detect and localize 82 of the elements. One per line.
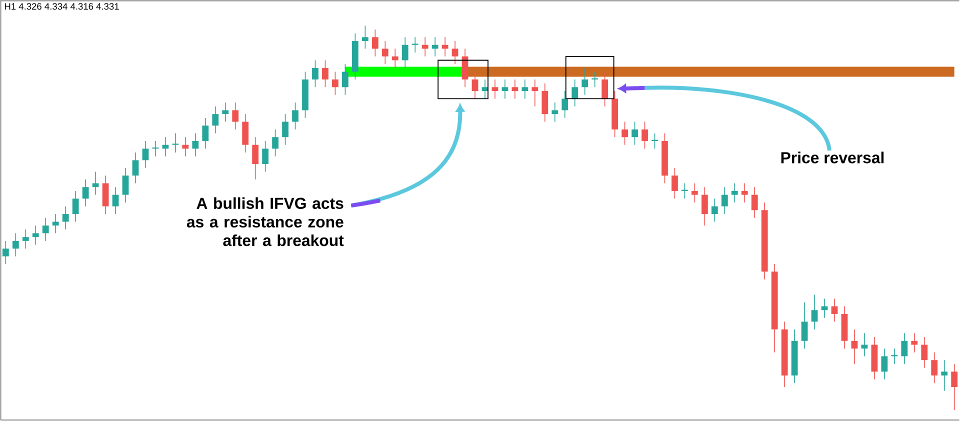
candlestick (222, 102, 229, 122)
candlestick (592, 72, 598, 88)
candlestick (312, 60, 318, 88)
candlestick (252, 136, 259, 180)
candlestick (692, 182, 698, 204)
annotation: Price reversal (781, 152, 884, 164)
candlestick (282, 114, 288, 146)
candlestick (12, 232, 19, 257)
candlestick (422, 36, 428, 57)
candlestick (642, 121, 648, 150)
candlestick (532, 79, 538, 107)
candlestick (202, 118, 209, 150)
candlestick (562, 90, 568, 118)
text: H1 4.326 4.334 4.316 4.331 (4, 3, 119, 10)
candlestick (881, 348, 888, 380)
candlestick (122, 168, 129, 204)
candlestick (502, 79, 508, 100)
candlestick (921, 336, 928, 368)
candlestick (72, 190, 79, 222)
candlestick (432, 36, 438, 57)
candlestick (462, 48, 468, 88)
candlestick (2, 240, 9, 265)
candlestick (941, 360, 948, 392)
annotation: A bullish IFVG acts as a resistance zone after a breakout (186, 197, 344, 246)
candlestick (212, 106, 219, 134)
candlestick (701, 186, 708, 226)
candlestick (622, 121, 628, 146)
candlestick (132, 152, 139, 184)
candlestick (322, 60, 328, 88)
candlestick (522, 79, 528, 100)
candlestick (22, 229, 29, 250)
candlestick (362, 25, 368, 50)
candlestick (452, 40, 458, 65)
candlestick (82, 179, 89, 207)
candlestick (412, 36, 418, 54)
candlestick (382, 40, 388, 65)
candlestick (931, 352, 938, 384)
candlestick (751, 186, 758, 218)
candlestick (332, 72, 338, 96)
candlestick (102, 175, 109, 215)
candlestick (372, 29, 378, 57)
candlestick (711, 198, 718, 222)
candlestick (851, 329, 858, 364)
candlestick (112, 186, 119, 215)
candlestick (182, 136, 189, 157)
candlestick (632, 121, 638, 146)
candlestick (911, 332, 918, 353)
candlestick (831, 298, 838, 322)
candlestick (242, 114, 249, 154)
candlestick (951, 364, 958, 411)
candlestick (472, 72, 478, 100)
candlestick (482, 79, 488, 100)
candlestick (811, 294, 818, 330)
candlestick (32, 225, 39, 246)
candlestick (721, 186, 728, 215)
candlestick (731, 182, 738, 204)
candlestick (402, 36, 408, 68)
candlestick (572, 79, 578, 107)
candlestick (272, 129, 278, 157)
candlestick (232, 102, 239, 130)
candlestick (52, 214, 59, 234)
candlestick (901, 332, 908, 364)
candlestick (801, 302, 808, 350)
candlestick (672, 168, 678, 200)
candlestick (552, 102, 558, 122)
candlestick (392, 48, 398, 68)
candlestick (62, 206, 69, 230)
candlestick (142, 140, 149, 168)
candlestick (861, 332, 868, 357)
candlestick (292, 102, 298, 130)
candlestick (512, 79, 518, 100)
candlestick (42, 218, 49, 242)
candlestick (891, 348, 898, 364)
candlestick (192, 133, 199, 157)
candlestick (741, 182, 748, 204)
candlestick (262, 140, 269, 172)
candlestick (172, 133, 179, 154)
candlestick (542, 83, 548, 122)
candlestick (602, 72, 608, 107)
candlestick (492, 79, 498, 100)
candlestick (342, 64, 348, 96)
candlestick (582, 68, 588, 96)
